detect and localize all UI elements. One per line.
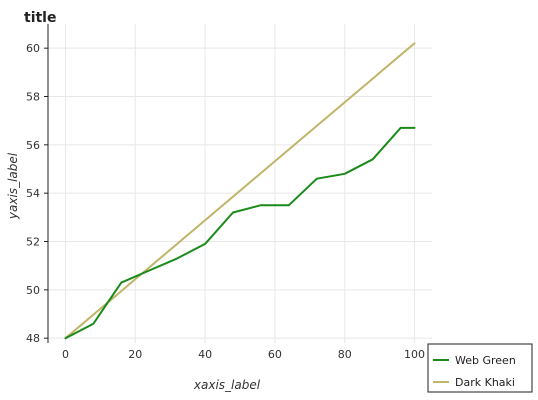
y-tick-label: 60 bbox=[26, 42, 40, 55]
y-tick-label: 58 bbox=[26, 91, 40, 104]
x-tick-label: 20 bbox=[128, 348, 142, 361]
legend: Web Green Dark Khaki bbox=[427, 343, 533, 393]
x-axis-label: xaxis_label bbox=[193, 378, 261, 392]
legend-label: Web Green bbox=[455, 354, 516, 367]
x-tick-label: 40 bbox=[198, 348, 212, 361]
y-tick-label: 52 bbox=[26, 236, 40, 249]
legend-box bbox=[427, 343, 533, 393]
x-tick-label: 80 bbox=[338, 348, 352, 361]
grid bbox=[48, 24, 432, 343]
y-tick-label: 48 bbox=[26, 332, 40, 345]
y-tick-label: 56 bbox=[26, 139, 40, 152]
chart-title: title bbox=[24, 10, 56, 26]
x-axis-ticks: 0 20 40 60 80 100 bbox=[62, 348, 425, 361]
y-tick-label: 54 bbox=[26, 187, 40, 200]
x-tick-label: 100 bbox=[404, 348, 425, 361]
x-tick-label: 60 bbox=[268, 348, 282, 361]
series-line-dark-khaki bbox=[64, 42, 416, 340]
legend-label: Dark Khaki bbox=[455, 376, 515, 389]
x-tick-label: 0 bbox=[62, 348, 69, 361]
y-tick-label: 50 bbox=[26, 284, 40, 297]
series-line-web-green bbox=[64, 126, 416, 340]
series-lines bbox=[64, 42, 416, 340]
y-axis-label: yaxis_label bbox=[6, 152, 20, 220]
y-axis-ticks: 48 50 52 54 56 58 60 bbox=[26, 42, 48, 345]
